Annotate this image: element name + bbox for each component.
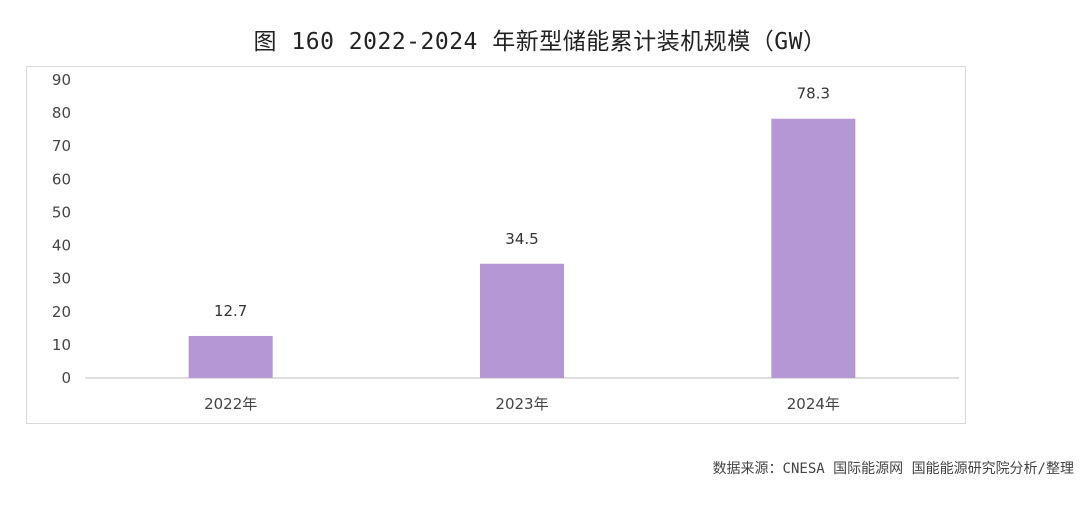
y-tick-label: 70 xyxy=(52,137,71,155)
y-tick-label: 80 xyxy=(52,104,71,122)
y-tick-label: 20 xyxy=(52,303,71,321)
y-tick-label: 40 xyxy=(52,237,71,255)
data-label: 78.3 xyxy=(797,85,830,103)
y-tick-label: 30 xyxy=(52,270,71,288)
bar xyxy=(188,335,273,378)
y-tick-label: 90 xyxy=(52,71,71,89)
data-label: 34.5 xyxy=(505,230,538,248)
x-category-label: 2024年 xyxy=(787,395,840,413)
y-tick-label: 60 xyxy=(52,170,71,188)
y-tick-label: 0 xyxy=(61,369,71,387)
x-category-label: 2023年 xyxy=(495,395,548,413)
page-title: 图 160 2022-2024 年新型储能累计装机规模（GW） xyxy=(253,29,827,55)
x-category-label: 2022年 xyxy=(204,395,257,413)
data-label: 12.7 xyxy=(214,302,247,320)
bar xyxy=(480,263,564,378)
bar-chart: 0 10 20 30 40 50 60 70 80 90 12.7 2022年 34.5 2023年 78.… xyxy=(52,71,959,413)
chart-frame: 0 10 20 30 40 50 60 70 80 90 12.7 2022年 34.5 2023年 78.… xyxy=(26,66,966,424)
y-tick-label: 10 xyxy=(52,336,71,354)
source-note: 数据来源：CNESA 国际能源网 国能能源研究院分析/整理 xyxy=(712,461,1074,477)
bar xyxy=(771,118,856,379)
y-tick-label: 50 xyxy=(52,203,71,221)
